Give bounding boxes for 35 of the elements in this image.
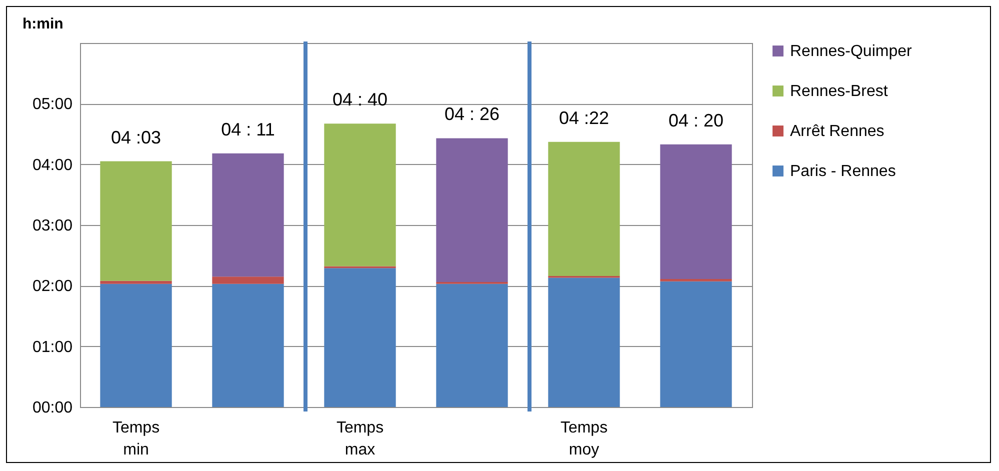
bar [100,284,172,407]
y-axis-title: h:min [22,16,64,32]
bar [548,278,620,407]
legend-label: Rennes-Brest [790,83,888,100]
legend-label: Rennes-Quimper [790,43,912,60]
bar [436,138,508,282]
y-tick-label: 05:00 [32,96,73,114]
total-label: 04 :03 [110,127,162,148]
total-label: 04 : 26 [444,104,500,124]
x-tick-label: Temps moy [560,420,608,458]
legend-label: Paris - Rennes [790,163,896,180]
bar [660,144,732,279]
bar [548,142,620,276]
bar [324,124,396,266]
bar [100,280,172,284]
total-label: 04 :22 [558,108,610,128]
total-label: 04 : 40 [332,90,388,110]
bar [212,276,284,284]
bar [436,284,508,407]
bar [324,268,396,407]
y-tick-label: 04:00 [32,156,73,174]
y-tick-label: 03:00 [32,218,73,234]
y-tick-label: 02:00 [32,278,73,296]
total-label: 04 : 11 [221,119,275,140]
x-tick-label: Temps max [336,420,384,458]
total-label: 04 : 20 [668,110,724,130]
bar [212,284,284,407]
bar [100,161,172,281]
legend-label: Arrêt Rennes [790,123,884,140]
bar [660,281,732,407]
bar [660,278,732,282]
y-tick-label: 01:00 [32,338,73,356]
y-tick-label: 00:00 [32,400,73,416]
x-tick-label: Temps min [112,420,160,458]
bar [212,153,284,277]
